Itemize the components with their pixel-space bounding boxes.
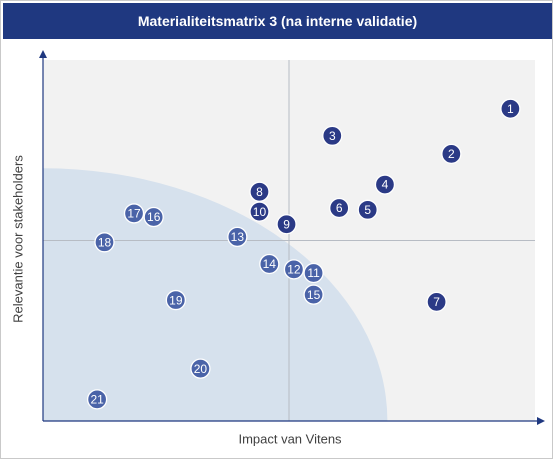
data-point-4: 4	[374, 174, 396, 195]
data-point-marker	[249, 201, 270, 222]
data-point-label: 17	[127, 207, 141, 221]
data-point-18: 18	[94, 232, 115, 253]
data-point-label: 13	[231, 230, 245, 244]
data-point-marker	[303, 284, 324, 305]
chart-title: Materialiteitsmatrix 3 (na interne valid…	[3, 3, 552, 39]
data-point-label: 3	[329, 129, 336, 143]
y-axis-arrow-icon	[39, 50, 47, 58]
data-point-marker	[276, 214, 297, 235]
data-point-marker	[190, 358, 211, 379]
data-point-label: 12	[287, 263, 301, 277]
data-point-10: 10	[249, 201, 270, 222]
materiality-threshold-region	[43, 168, 388, 421]
data-point-17: 17	[123, 203, 145, 224]
data-point-label: 21	[90, 393, 104, 407]
data-point-label: 14	[263, 257, 277, 271]
data-point-12: 12	[283, 259, 305, 280]
data-point-label: 5	[364, 203, 371, 217]
data-point-label: 20	[194, 362, 208, 376]
data-point-19: 19	[165, 289, 186, 311]
data-point-label: 9	[283, 217, 290, 231]
data-point-marker	[357, 199, 378, 220]
data-point-2: 2	[441, 143, 462, 165]
data-point-label: 1	[507, 102, 514, 116]
data-point-1: 1	[500, 98, 521, 119]
data-point-marker	[329, 197, 350, 219]
data-point-21: 21	[86, 389, 108, 410]
data-point-20: 20	[190, 358, 211, 379]
data-point-marker	[322, 125, 343, 146]
data-point-14: 14	[259, 253, 280, 275]
y-axis-label: Relevantie voor stakeholders	[10, 155, 26, 323]
data-point-label: 18	[98, 236, 112, 250]
data-point-5: 5	[357, 199, 378, 220]
data-point-marker	[259, 253, 280, 275]
data-point-label: 15	[307, 288, 321, 302]
data-point-marker	[441, 143, 462, 165]
data-point-marker	[94, 232, 115, 253]
data-point-marker	[165, 289, 186, 311]
x-axis-label: Impact van Vitens	[238, 431, 342, 447]
data-point-label: 10	[253, 205, 267, 219]
data-point-7: 7	[426, 291, 447, 313]
data-point-6: 6	[329, 197, 350, 219]
data-point-8: 8	[249, 181, 270, 202]
data-point-label: 11	[307, 266, 320, 280]
data-point-label: 6	[336, 201, 343, 215]
data-point-label: 4	[382, 178, 389, 192]
data-point-marker	[500, 98, 521, 119]
data-point-marker	[249, 181, 270, 202]
data-point-16: 16	[143, 206, 164, 228]
data-point-label: 2	[448, 147, 455, 161]
data-point-marker	[143, 206, 164, 228]
data-point-marker	[86, 389, 108, 410]
data-point-9: 9	[276, 214, 297, 235]
data-point-marker	[426, 291, 447, 313]
data-point-label: 16	[147, 210, 161, 224]
data-point-label: 19	[169, 293, 183, 307]
data-point-label: 8	[256, 185, 263, 199]
data-point-marker	[303, 262, 324, 284]
data-point-13: 13	[227, 226, 248, 248]
data-point-marker	[227, 226, 248, 248]
data-point-marker	[374, 174, 396, 195]
data-point-marker	[123, 203, 145, 224]
data-point-marker	[283, 259, 305, 280]
data-point-15: 15	[303, 284, 324, 305]
data-point-label: 7	[433, 295, 440, 309]
data-point-3: 3	[322, 125, 343, 146]
data-point-11: 11	[303, 262, 324, 284]
x-axis-arrow-icon	[537, 417, 545, 425]
